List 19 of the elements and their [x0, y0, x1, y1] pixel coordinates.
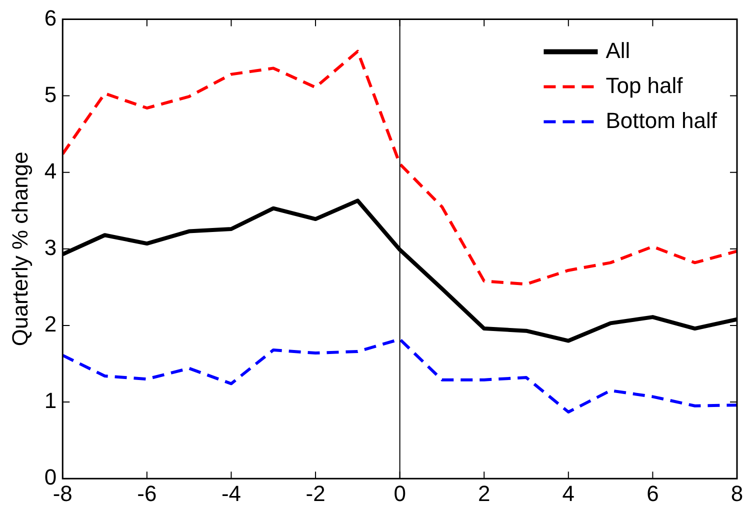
y-tick-label: 4 — [44, 158, 57, 184]
x-tick-label: 4 — [562, 480, 575, 506]
x-tick-label: -2 — [306, 480, 326, 506]
x-tick-label: 2 — [478, 480, 490, 506]
x-tick-label: -4 — [221, 480, 242, 506]
x-tick-label: 6 — [646, 480, 659, 506]
legend-label: Bottom half — [606, 108, 718, 133]
y-tick-label: 1 — [44, 388, 57, 414]
y-tick-label: 3 — [44, 234, 57, 260]
legend-label: Top half — [606, 72, 684, 98]
y-tick-label: 0 — [44, 464, 57, 490]
x-tick-label: 0 — [394, 480, 406, 506]
legend-label: All — [606, 38, 630, 63]
y-tick-label: 2 — [44, 312, 57, 337]
y-axis-title: Quarterly % change — [7, 152, 32, 346]
x-tick-label: -6 — [137, 480, 157, 506]
y-tick-label: 5 — [44, 82, 57, 107]
y-tick-label: 6 — [44, 5, 57, 30]
x-tick-label: 8 — [730, 480, 744, 506]
